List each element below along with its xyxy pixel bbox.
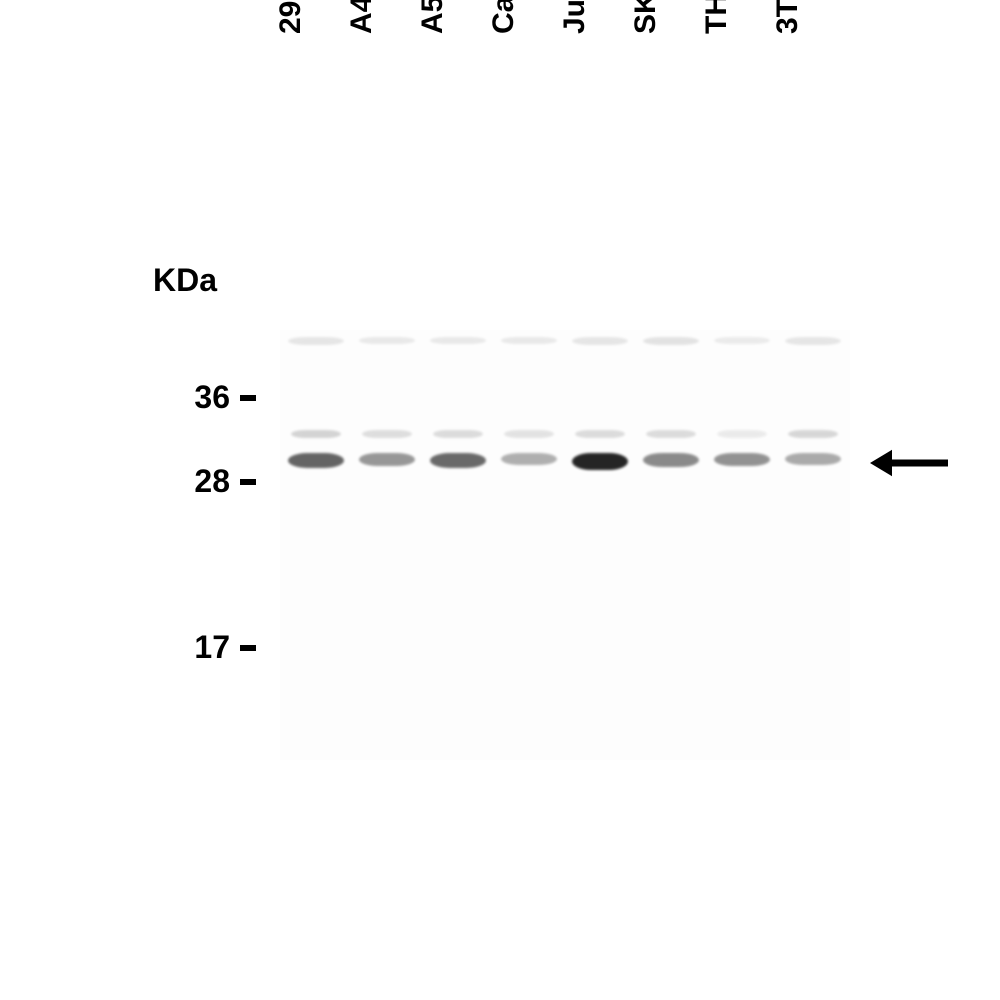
- band: [504, 430, 554, 438]
- band: [785, 337, 840, 345]
- band: [643, 453, 700, 467]
- band: [717, 430, 767, 438]
- band: [785, 453, 842, 465]
- band: [291, 430, 341, 439]
- lane-label: 3T3/NIH: [771, 0, 805, 34]
- band: [646, 430, 696, 439]
- band: [288, 337, 343, 345]
- band: [575, 430, 625, 439]
- band: [788, 430, 838, 439]
- lane-label: 293: [274, 0, 308, 34]
- band: [572, 337, 627, 345]
- unit-label: KDa: [153, 262, 217, 299]
- marker-tick: [240, 479, 256, 485]
- band: [501, 453, 558, 465]
- lane-label: A549: [416, 0, 450, 34]
- band: [714, 453, 771, 466]
- blot-area: [280, 330, 850, 760]
- band: [714, 337, 769, 344]
- lane-label: SK-N-SH: [629, 0, 663, 34]
- band: [288, 453, 345, 468]
- band: [643, 337, 698, 345]
- marker-label: 36: [175, 379, 230, 416]
- band: [501, 337, 556, 344]
- lane-label: CaCo-2: [487, 0, 521, 34]
- band: [572, 453, 629, 470]
- band: [359, 337, 414, 344]
- band: [430, 453, 487, 468]
- marker-tick: [240, 645, 256, 651]
- marker-label: 28: [175, 463, 230, 500]
- band: [430, 337, 485, 344]
- band: [433, 430, 483, 439]
- band: [359, 453, 416, 466]
- lane-label: THP-1: [700, 0, 734, 34]
- lane-label: Jurkat: [558, 0, 592, 34]
- lane-label: A431: [345, 0, 379, 34]
- marker-tick: [240, 395, 256, 401]
- marker-label: 17: [175, 629, 230, 666]
- figure-container: KDa 293 A431 A549 CaCo-2 Jurkat SK-N-SH THP-1 3…: [0, 0, 1000, 1000]
- band: [362, 430, 412, 438]
